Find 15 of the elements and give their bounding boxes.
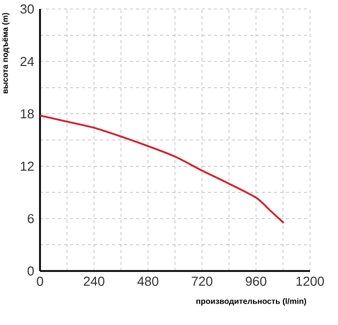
y-tick-label: 6 bbox=[28, 214, 34, 224]
y-tick-label: 12 bbox=[20, 162, 34, 171]
y-axis-title: высота подъёма (m) bbox=[2, 12, 10, 94]
x-axis-title: производительность (l/min) bbox=[196, 298, 306, 306]
x-tick-label: 240 bbox=[84, 276, 104, 286]
y-tick-label: 0 bbox=[28, 266, 34, 276]
x-tick-label: 0 bbox=[36, 276, 44, 286]
x-tick-label: 960 bbox=[246, 276, 266, 286]
line-series bbox=[39, 114, 285, 224]
y-tick-label: 18 bbox=[20, 109, 34, 118]
y-tick-label: 24 bbox=[20, 56, 34, 66]
x-tick-label: 480 bbox=[137, 276, 158, 286]
x-tick-label: 1200 bbox=[296, 276, 324, 286]
y-tick-label: 30 bbox=[20, 4, 34, 14]
x-tick-label: 720 bbox=[192, 276, 212, 286]
